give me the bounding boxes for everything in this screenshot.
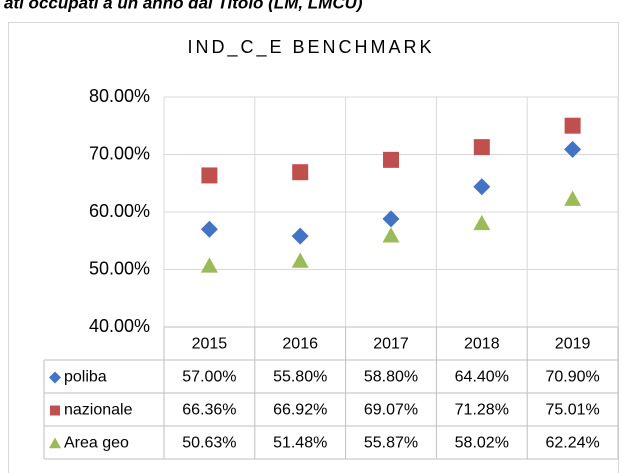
legend-label: Area geo: [64, 435, 129, 452]
x-tick-label: 2017: [373, 336, 409, 353]
chart-title: IND_C_E BENCHMARK: [187, 37, 434, 58]
value-label: 71.28%: [455, 402, 509, 419]
triangle-marker: [382, 227, 400, 243]
legend-marker: [49, 437, 61, 449]
value-label: 58.02%: [455, 435, 509, 452]
diamond-marker: [473, 178, 491, 196]
value-label: 66.36%: [182, 402, 236, 419]
value-label: 55.87%: [364, 435, 418, 452]
y-tick-label: 70.00%: [89, 143, 150, 163]
legend-label: nazionale: [64, 402, 133, 419]
triangle-marker: [473, 214, 491, 231]
diamond-marker: [291, 227, 309, 245]
y-tick-label: 60.00%: [89, 201, 150, 221]
value-label: 51.48%: [273, 435, 327, 452]
value-label: 55.80%: [273, 369, 327, 386]
legend-marker: [50, 405, 60, 416]
triangle-marker: [564, 190, 582, 206]
diamond-marker: [564, 140, 582, 158]
square-marker: [473, 139, 490, 156]
y-tick-label: 50.00%: [89, 258, 150, 278]
heading: ati occupati a un anno dal Titolo (LM, L…: [4, 0, 363, 12]
y-tick-label: 80.00%: [89, 86, 150, 106]
value-label: 64.40%: [455, 369, 509, 386]
x-tick-label: 2016: [282, 336, 318, 353]
diamond-marker: [382, 210, 400, 228]
x-tick-label: 2019: [555, 336, 591, 353]
value-label: 69.07%: [364, 402, 418, 419]
value-label: 50.63%: [182, 435, 236, 452]
value-label: 62.24%: [545, 435, 599, 452]
x-tick-label: 2018: [464, 336, 500, 353]
triangle-marker: [291, 252, 309, 268]
square-marker: [564, 117, 581, 134]
value-label: 66.92%: [273, 402, 327, 419]
triangle-marker: [200, 257, 218, 273]
value-label: 75.01%: [545, 402, 599, 419]
value-label: 70.90%: [545, 369, 599, 386]
square-marker: [292, 164, 309, 181]
legend-marker: [49, 371, 61, 384]
diamond-marker: [200, 220, 218, 238]
x-tick-label: 2015: [192, 336, 228, 353]
legend-label: poliba: [64, 369, 107, 386]
value-label: 58.80%: [364, 369, 418, 386]
y-tick-label: 40.00%: [89, 316, 150, 336]
value-label: 57.00%: [182, 369, 236, 386]
chart-frame: [8, 22, 619, 473]
square-marker: [383, 151, 399, 168]
square-marker: [201, 167, 218, 184]
